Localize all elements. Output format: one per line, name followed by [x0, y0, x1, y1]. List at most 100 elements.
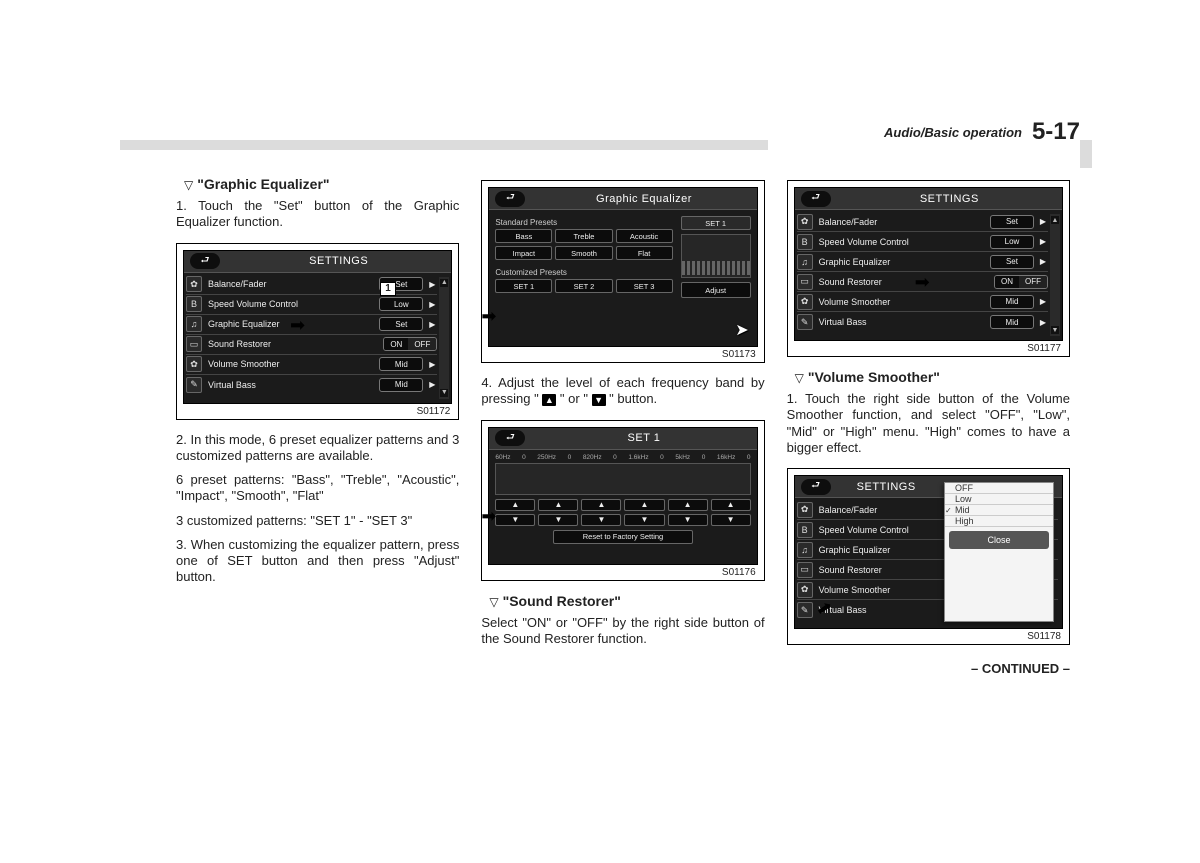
freq-down-button[interactable]: ▼	[495, 514, 535, 526]
freq-up-button[interactable]: ▲	[538, 499, 578, 511]
settings-row[interactable]: ♫Graphic EqualizerSet▶	[797, 252, 1048, 272]
scroll-up-icon[interactable]: ▲	[440, 279, 448, 287]
preset-button[interactable]: Flat	[616, 246, 673, 260]
freq-up-button[interactable]: ▲	[624, 499, 664, 511]
popup-option[interactable]: Low	[945, 494, 1053, 505]
popup-close-button[interactable]: Close	[949, 531, 1049, 549]
preset-button[interactable]: Smooth	[555, 246, 612, 260]
toggle-on-off[interactable]: ONOFF	[994, 275, 1048, 289]
row-icon: ♫	[797, 254, 813, 270]
column-2: ⮐ Graphic Equalizer Standard Presets Bas…	[481, 174, 764, 676]
pointer-arrow-icon: ➡	[290, 315, 305, 336]
screen-title: SETTINGS	[226, 255, 451, 267]
figure-id: S01177	[794, 343, 1061, 354]
chevron-right-icon: ▶	[1038, 257, 1048, 266]
value-button[interactable]: Set	[379, 317, 423, 331]
back-button[interactable]: ⮐	[801, 191, 831, 207]
chevron-right-icon: ▶	[1038, 297, 1048, 306]
settings-row[interactable]: ✿Volume SmootherMid▶	[186, 355, 437, 375]
back-button[interactable]: ⮐	[495, 191, 525, 207]
reset-button[interactable]: Reset to Factory Setting	[553, 530, 693, 544]
custom-preset-button[interactable]: SET 1	[495, 279, 552, 293]
settings-row[interactable]: ✿Balance/FaderSet▶	[186, 275, 437, 295]
value-button[interactable]: Mid	[379, 378, 423, 392]
freq-down-button[interactable]: ▼	[581, 514, 621, 526]
figure-s01172: ⮐ SETTINGS ✿Balance/FaderSet▶BSpeed Volu…	[176, 243, 459, 420]
row-label: Balance/Fader	[206, 279, 375, 289]
freq-up-button[interactable]: ▲	[495, 499, 535, 511]
row-icon: B	[797, 234, 813, 250]
figure-s01173: ⮐ Graphic Equalizer Standard Presets Bas…	[481, 180, 764, 363]
freq-up-button[interactable]: ▲	[581, 499, 621, 511]
custom-preset-button[interactable]: SET 3	[616, 279, 673, 293]
callout-1: 1	[380, 282, 396, 296]
freq-labels: 60Hz0250Hz0820Hz01.6kHz05kHz016kHz0	[495, 454, 750, 461]
row-icon: ✿	[186, 276, 202, 292]
volume-smoother-text: 1. Touch the right side button of the Vo…	[787, 391, 1070, 456]
titlebar: ⮐ SETTINGS	[184, 251, 451, 273]
toggle-on-off[interactable]: ONOFF	[383, 337, 437, 351]
titlebar: ⮐ SETTINGS	[795, 188, 1062, 210]
preset-button[interactable]: Treble	[555, 229, 612, 243]
scrollbar[interactable]: ▲ ▼	[439, 277, 449, 399]
settings-row[interactable]: BSpeed Volume ControlLow▶	[186, 295, 437, 315]
row-label: Sound Restorer	[817, 277, 990, 287]
freq-down-button[interactable]: ▼	[538, 514, 578, 526]
continued-label: – CONTINUED –	[787, 661, 1070, 676]
freq-up-button[interactable]: ▲	[711, 499, 751, 511]
back-button[interactable]: ⮐	[495, 430, 525, 446]
row-label: Balance/Fader	[817, 217, 986, 227]
scrollbar[interactable]: ▲ ▼	[1050, 214, 1060, 336]
preset-button[interactable]: Acoustic	[616, 229, 673, 243]
figure-id: S01176	[488, 567, 755, 578]
sound-restorer-text: Select "ON" or "OFF" by the right side b…	[481, 615, 764, 648]
row-label: Virtual Bass	[817, 317, 986, 327]
settings-row[interactable]: ✿Volume SmootherMid▶	[797, 292, 1048, 312]
eq-spectrum	[681, 234, 751, 278]
preset-list-text: 6 preset patterns: "Bass", "Treble", "Ac…	[176, 472, 459, 505]
value-button[interactable]: Mid	[990, 295, 1034, 309]
scroll-up-icon[interactable]: ▲	[1051, 216, 1059, 224]
step-4-text-b: " or "	[556, 391, 591, 406]
preset-button[interactable]: Impact	[495, 246, 552, 260]
value-button[interactable]: Mid	[379, 357, 423, 371]
row-icon: ✿	[797, 582, 813, 598]
settings-row[interactable]: ✿Balance/FaderSet▶	[797, 212, 1048, 232]
settings-row[interactable]: ✎Virtual BassMid▶	[797, 312, 1048, 332]
settings-row[interactable]: B Speed Volume Control Low ▶	[797, 232, 1048, 252]
value-button[interactable]: Set	[990, 215, 1034, 229]
scroll-down-icon[interactable]: ▼	[1051, 326, 1059, 334]
header-rule	[120, 140, 768, 150]
popup-option[interactable]: High	[945, 516, 1053, 527]
heading-volume-smoother: "Volume Smoother"	[795, 369, 1070, 385]
back-button[interactable]: ⮐	[801, 479, 831, 495]
settings-row[interactable]: ♫Graphic EqualizerSet▶	[186, 315, 437, 335]
row-label: Sound Restorer	[206, 339, 379, 349]
chevron-right-icon: ▶	[1038, 237, 1048, 246]
titlebar: ⮐ Graphic Equalizer	[489, 188, 756, 210]
preset-button[interactable]: Bass	[495, 229, 552, 243]
back-button[interactable]: ⮐	[190, 253, 220, 269]
freq-down-button[interactable]: ▼	[668, 514, 708, 526]
screen-title: SETTINGS	[837, 193, 1062, 205]
freq-down-button[interactable]: ▼	[624, 514, 664, 526]
settings-row[interactable]: ✎Virtual BassMid▶	[186, 375, 437, 395]
volume-smoother-popup: OFFLowMidHigh Close	[944, 482, 1054, 622]
value-button[interactable]: Low	[379, 297, 423, 311]
value-button[interactable]: Low	[990, 235, 1034, 249]
scroll-down-icon[interactable]: ▼	[440, 389, 448, 397]
standard-presets-label: Standard Presets	[495, 218, 672, 227]
row-label: Speed Volume Control	[817, 237, 986, 247]
value-button[interactable]: Mid	[990, 315, 1034, 329]
freq-up-button[interactable]: ▲	[668, 499, 708, 511]
step-4-text-c: " button.	[606, 391, 658, 406]
settings-row[interactable]: ▭Sound RestorerONOFF	[186, 335, 437, 355]
adjust-button[interactable]: Adjust	[681, 282, 751, 298]
chevron-right-icon: ▶	[1038, 318, 1048, 327]
page-header: Audio/Basic operation 5-17	[884, 118, 1080, 146]
popup-option[interactable]: OFF	[945, 483, 1053, 494]
popup-option[interactable]: Mid	[945, 505, 1053, 516]
freq-down-button[interactable]: ▼	[711, 514, 751, 526]
custom-preset-button[interactable]: SET 2	[555, 279, 612, 293]
value-button[interactable]: Set	[990, 255, 1034, 269]
